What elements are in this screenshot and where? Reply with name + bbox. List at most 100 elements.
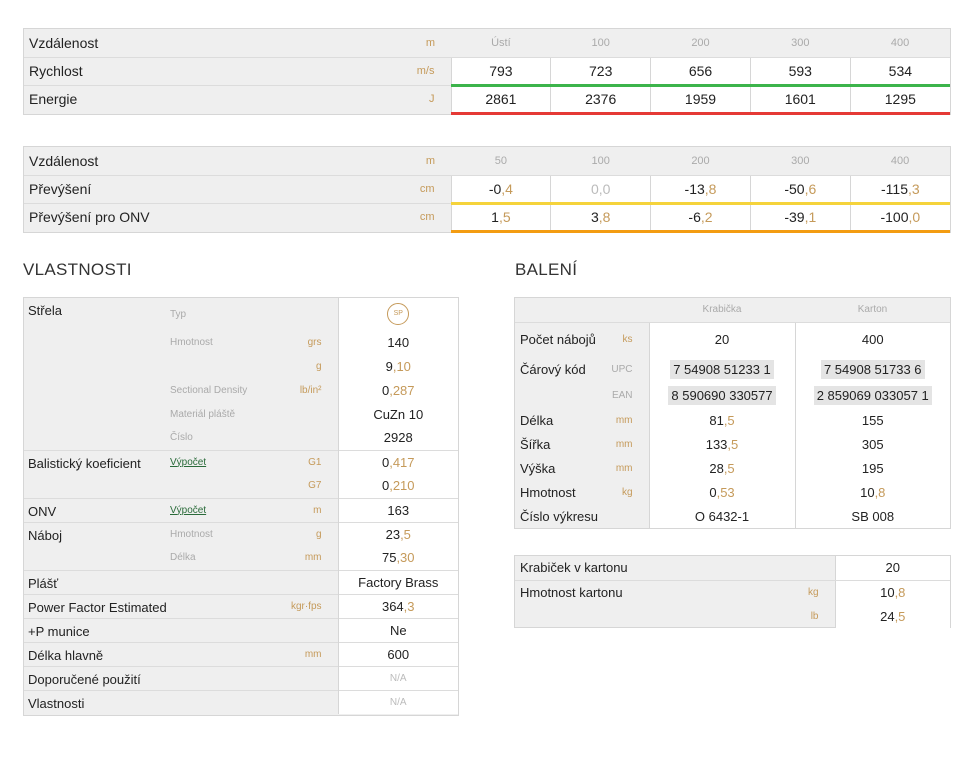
cartridge-length-value: 75,30	[337, 546, 458, 570]
drawing-box: O 6432-1	[648, 504, 795, 528]
length-carton: 155	[794, 408, 950, 432]
drop-value: -50,6	[749, 175, 851, 205]
number-label: Číslo	[170, 432, 193, 444]
g7-label: G7	[308, 480, 322, 492]
onv-calc-link[interactable]: Výpočet	[170, 504, 207, 516]
energy-row: Energie J 2861 2376 1959 1601 1295	[24, 85, 950, 115]
length-row: Délka mm 81,5 155	[515, 408, 950, 432]
onv-unit: m	[262, 497, 338, 522]
height-row: Výška mm 28,5 195	[515, 456, 950, 480]
width-row: Šířka mm 133,5 305	[515, 432, 950, 456]
boxes-in-carton-row: Krabiček v kartonu 20	[515, 556, 950, 581]
height-box: 28,5	[648, 456, 795, 480]
props-value: N/A	[337, 689, 458, 714]
velocity-energy-table: Vzdálenost m Ústí 100 200 300 400 Rychlo…	[23, 28, 951, 115]
distance-header: Ústí	[451, 29, 551, 58]
bullet-label: Střela	[28, 303, 62, 318]
barrel-length-row: Délka hlavně mm 600	[24, 641, 458, 666]
speed-unit: m/s	[264, 57, 451, 86]
sectional-density-row: Sectional Density lb/in² 0,287	[24, 378, 458, 402]
weight-grs-value: 140	[337, 330, 458, 354]
height-unit: mm	[615, 462, 633, 474]
cartridge-weight-label: Hmotnost	[170, 521, 262, 546]
upc-box: 7 54908 51233 1	[670, 359, 774, 379]
pf-value: 364,3	[337, 593, 458, 618]
carton-kg-value: 10,8	[834, 580, 950, 604]
carton-table: Krabiček v kartonu 20 Hmotnost kartonu k…	[514, 555, 951, 628]
use-label: Doporučené použití	[24, 665, 262, 690]
cartridge-length-label: Délka	[170, 552, 196, 564]
carton-weight-kg-row: Hmotnost kartonu kg 10,8	[515, 580, 950, 604]
case-label: Plášť	[24, 569, 170, 594]
distance-header: 400	[850, 29, 950, 58]
onv-row: ONV Výpočet m 163	[24, 497, 458, 522]
bullet-type-row: Střela Typ SP	[24, 298, 458, 330]
distance-header: 300	[750, 147, 851, 176]
col-carton-header: Karton	[795, 298, 950, 323]
col-box-header: Krabička	[649, 298, 795, 323]
number-value: 2928	[337, 426, 458, 450]
width-carton: 305	[794, 432, 950, 456]
pf-unit: kgr·fps	[262, 593, 338, 618]
ean-box: 8 590690 330577	[668, 385, 776, 405]
barrel-value: 600	[337, 641, 458, 666]
drop-onv-value: -6,2	[650, 203, 751, 233]
distance-header: 100	[550, 147, 651, 176]
type-label: Typ	[170, 308, 187, 320]
distance-label: Vzdálenost	[24, 147, 264, 176]
use-value: N/A	[337, 665, 458, 690]
drop-onv-value: -100,0	[849, 203, 950, 233]
speed-value: 723	[550, 57, 651, 87]
drawing-label: Číslo výkresu	[520, 508, 599, 524]
distance-header: 50	[451, 147, 551, 176]
onv-label: ONV	[24, 497, 170, 522]
speed-value: 593	[749, 57, 851, 87]
length-unit: mm	[615, 414, 633, 426]
drop-value: -115,3	[849, 175, 950, 205]
weight-carton: 10,8	[794, 480, 950, 504]
ean-label: EAN	[611, 389, 633, 401]
carton-kg-unit: kg	[807, 586, 819, 598]
trajectory-drop-table: Vzdálenost m 50 100 200 300 400 Převýšen…	[23, 146, 951, 233]
ean-carton: 2 859069 033057 1	[813, 385, 932, 405]
bc-g7-row: G7 0,210	[24, 474, 458, 498]
height-carton: 195	[794, 456, 950, 480]
cartridge-label: Náboj	[24, 521, 170, 546]
speed-value: 534	[849, 57, 950, 87]
count-carton: 400	[794, 322, 950, 356]
energy-value: 2861	[450, 85, 551, 115]
drop-onv-unit: cm	[419, 211, 435, 224]
width-box: 133,5	[648, 432, 795, 456]
distance-header: 200	[650, 147, 751, 176]
distance-unit: m	[264, 29, 451, 58]
weight-grs-row: Hmotnost grs 140	[24, 330, 458, 354]
bc-calc-link[interactable]: Výpočet	[170, 456, 207, 468]
upc-label: UPC	[611, 363, 633, 375]
cartridge-weight-row: Náboj Hmotnost g 23,5	[24, 521, 458, 546]
number-row: Číslo 2928	[24, 426, 458, 450]
g1-label: G1	[262, 449, 338, 474]
case-row: Plášť Factory Brass	[24, 569, 458, 594]
properties-table: Střela Typ SP Hmotnost grs 140 g 9,10 Se…	[23, 297, 459, 716]
g7-value: 0,210	[337, 474, 458, 498]
barcode-label: Čárový kód	[520, 361, 586, 377]
bc-label: Balistický koeficient	[24, 449, 170, 474]
energy-value: 1959	[650, 85, 751, 115]
plus-p-row: +P munice Ne	[24, 617, 458, 642]
boxes-label: Krabiček v kartonu	[515, 556, 735, 581]
distance-row: Vzdálenost m Ústí 100 200 300 400	[24, 29, 950, 58]
cartridge-length-row: Délka mm 75,30	[24, 546, 458, 570]
carton-lb-unit: lb	[810, 610, 819, 622]
distance-header: 200	[650, 29, 751, 58]
sd-label: Sectional Density	[170, 384, 248, 396]
width-label: Šířka	[520, 436, 551, 452]
drop-row: Převýšení cm -0,4 0,0 -13,8 -50,6 -115,3	[24, 175, 950, 205]
onv-value: 163	[337, 497, 458, 522]
jacket-row: Materiál pláště CuZn 10	[24, 402, 458, 426]
drop-onv-value: 3,8	[550, 203, 651, 233]
features-row: Vlastnosti N/A	[24, 689, 458, 714]
bc-g1-row: Balistický koeficient Výpočet G1 0,417	[24, 449, 458, 474]
pf-label: Power Factor Estimated	[24, 593, 262, 618]
length-box: 81,5	[648, 408, 795, 432]
weight-box: 0,53	[648, 480, 795, 504]
